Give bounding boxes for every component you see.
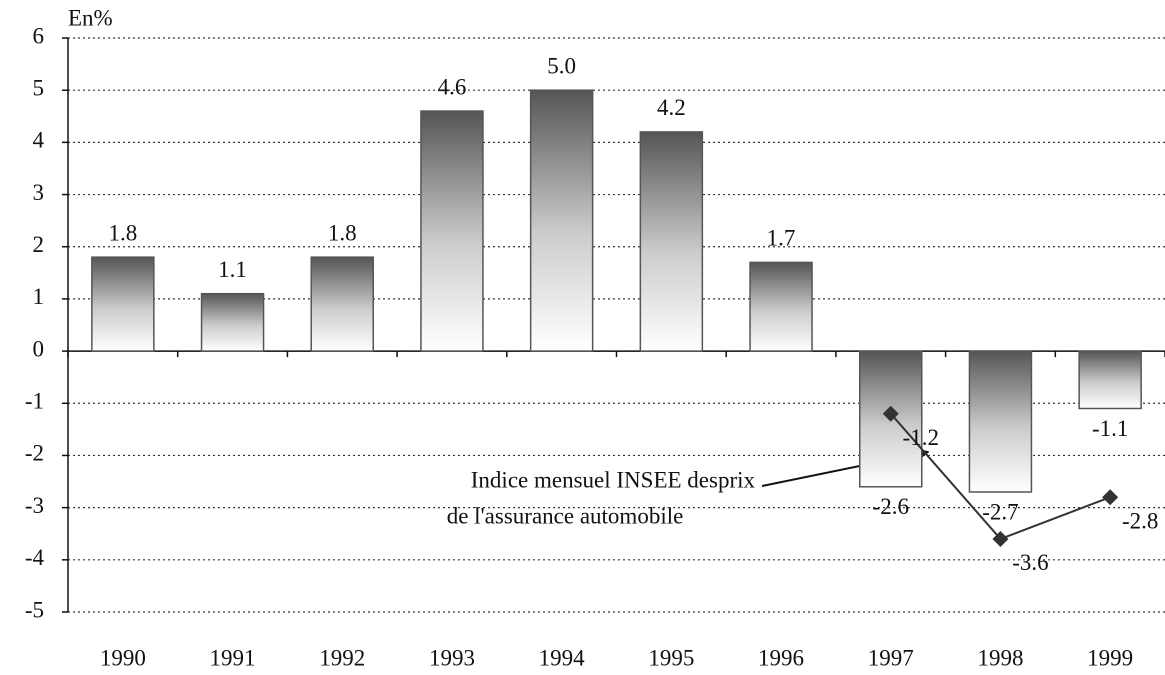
bar	[1078, 350, 1142, 410]
data-label: 1.8	[108, 220, 137, 245]
y-tick-label: -2	[25, 441, 44, 466]
data-label: -1.1	[1092, 416, 1128, 441]
data-label: 1.1	[218, 257, 247, 282]
y-tick-label: 5	[33, 75, 45, 100]
line-marker	[1102, 489, 1119, 506]
y-tick-label: -1	[25, 389, 44, 414]
data-label: 4.2	[657, 95, 686, 120]
bar	[310, 256, 374, 352]
y-tick-label: -4	[25, 545, 45, 570]
annotation: Indice mensuel INSEE desprix	[471, 467, 756, 492]
x-tick-label: 1995	[648, 645, 694, 670]
data-label: 1.8	[328, 220, 357, 245]
data-label: -1.2	[903, 425, 939, 450]
data-label: -2.6	[873, 494, 909, 519]
x-tick-label: 1997	[868, 645, 914, 670]
x-tick-label: 1990	[100, 645, 146, 670]
bar	[749, 261, 813, 352]
y-axis-label: En%	[68, 5, 113, 30]
x-tick-label: 1998	[977, 645, 1023, 670]
data-label: 4.6	[438, 74, 467, 99]
y-tick-label: 0	[33, 336, 45, 361]
x-tick-label: 1991	[210, 645, 256, 670]
data-label: -3.6	[1012, 550, 1048, 575]
y-tick-label: 3	[33, 180, 45, 205]
y-tick-label: -5	[25, 597, 44, 622]
x-tick-label: 1996	[758, 645, 804, 670]
bar	[639, 131, 704, 352]
data-label: -2.7	[982, 499, 1018, 524]
data-label: -2.8	[1122, 508, 1158, 533]
y-tick-label: 4	[33, 128, 45, 153]
data-label: 1.7	[767, 226, 796, 251]
x-tick-label: 1993	[429, 645, 475, 670]
x-tick-label: 1999	[1087, 645, 1133, 670]
y-tick-label: 2	[33, 232, 45, 257]
data-label: 5.0	[547, 53, 576, 78]
bar	[91, 256, 155, 352]
y-tick-label: 6	[33, 23, 45, 48]
bar	[529, 89, 594, 352]
annotation: de l'assurance automobile	[447, 503, 684, 528]
line-marker	[992, 530, 1009, 547]
y-tick-label: 1	[33, 284, 45, 309]
bar	[968, 350, 1033, 493]
line-marker	[882, 405, 899, 422]
x-tick-label: 1994	[539, 645, 586, 670]
bar	[420, 110, 484, 352]
y-tick-label: -3	[25, 493, 44, 518]
x-tick-label: 1992	[319, 645, 365, 670]
bar	[200, 292, 265, 352]
